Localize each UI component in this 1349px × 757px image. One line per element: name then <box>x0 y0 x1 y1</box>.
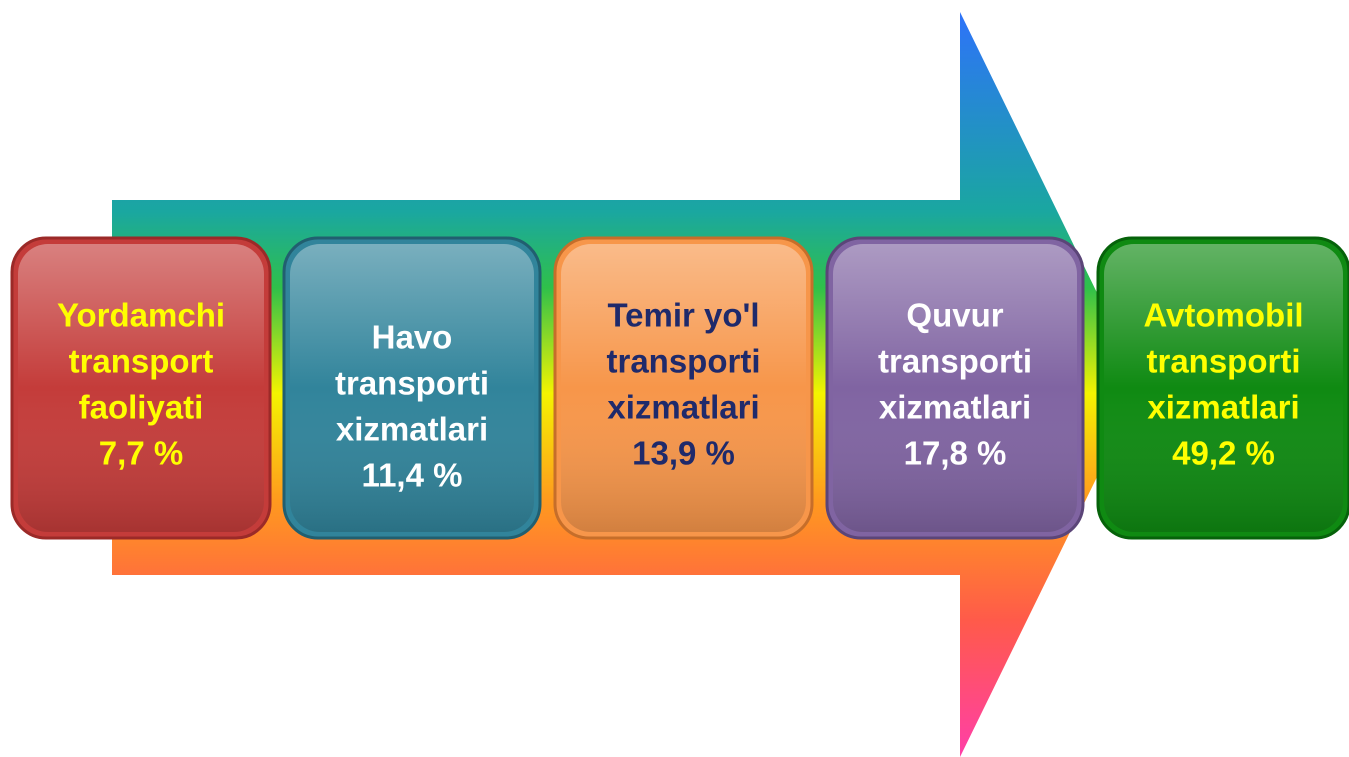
box-text: Yordamchi <box>57 297 225 334</box>
box-text: transporti <box>335 365 489 402</box>
box-shine <box>561 244 806 532</box>
box-text: xizmatlari <box>336 411 488 448</box>
box-text: 11,4 % <box>362 457 463 494</box>
box-shine <box>1104 244 1343 532</box>
box-text: Temir yo'l <box>607 297 759 334</box>
box-shine <box>18 244 264 532</box>
box-text: xizmatlari <box>1147 389 1299 426</box>
box-shine <box>833 244 1077 532</box>
box-text: transporti <box>606 343 760 380</box>
box-text: Quvur <box>906 297 1003 334</box>
box-text: xizmatlari <box>607 389 759 426</box>
box-text: transporti <box>878 343 1032 380</box>
box-text: Avtomobil <box>1143 297 1303 334</box>
box-text: xizmatlari <box>879 389 1031 426</box>
box-text: 13,9 % <box>632 435 735 472</box>
box-text: transporti <box>1146 343 1300 380</box>
box-text: Havo <box>372 319 453 356</box>
boxes: Yordamchi transport faoliyati 7,7 % Havo tran… <box>10 236 1349 540</box>
box-text: 7,7 % <box>99 435 183 472</box>
box-text: 17,8 % <box>904 435 1007 472</box>
box-text: faoliyati <box>79 389 204 426</box>
box-shine <box>290 244 534 532</box>
box-text: transport <box>69 343 214 380</box>
box-text: 49,2 % <box>1172 435 1275 472</box>
